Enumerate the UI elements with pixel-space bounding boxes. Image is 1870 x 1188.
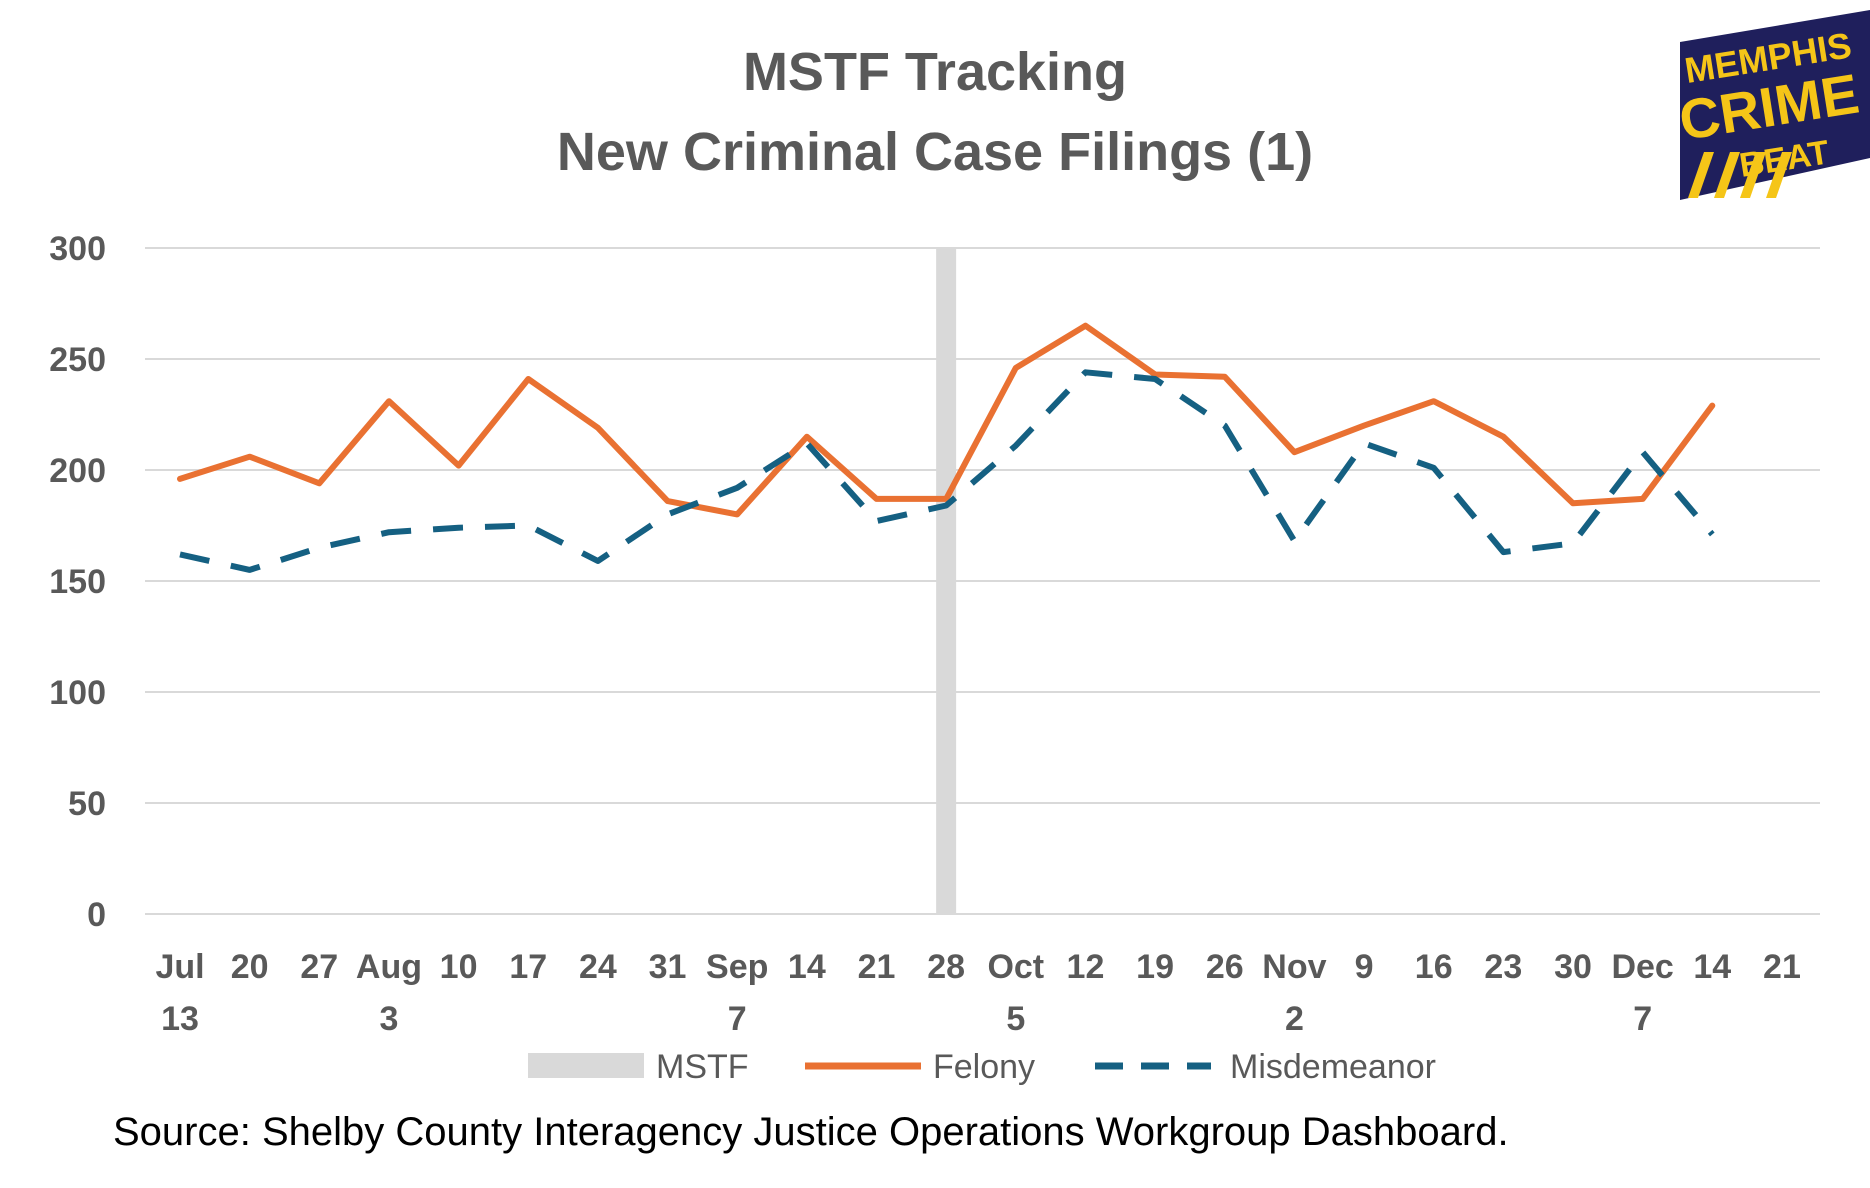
x-tick-label: 17 xyxy=(509,948,547,986)
x-tick-label: 9 xyxy=(1355,948,1374,986)
logo-stripe xyxy=(1688,152,1714,198)
legend-label-misdemeanor: Misdemeanor xyxy=(1230,1048,1436,1086)
logo-stripe xyxy=(1740,152,1766,198)
legend-label-mstf: MSTF xyxy=(656,1048,749,1086)
x-tick-label-secondary: 7 xyxy=(1633,1000,1652,1038)
legend: MSTF Felony Misdemeanor xyxy=(528,1048,1436,1086)
y-tick-label: 200 xyxy=(49,452,106,490)
x-tick-label: Sep xyxy=(706,948,768,986)
mstf-marker-bar xyxy=(936,248,957,914)
gridlines xyxy=(145,247,1820,915)
x-tick-label: Aug xyxy=(356,948,422,986)
x-tick-label-secondary: 7 xyxy=(728,1000,747,1038)
series-layer xyxy=(177,322,1716,573)
y-tick-label: 100 xyxy=(49,674,106,712)
y-tick-label: 250 xyxy=(49,341,106,379)
series-line-felony xyxy=(177,322,1716,518)
logo-hazard-stripes xyxy=(1688,152,1792,198)
x-tick-label: 31 xyxy=(649,948,687,986)
x-tick-label: 24 xyxy=(579,948,617,986)
source-note: Source: Shelby County Interagency Justic… xyxy=(113,1110,1509,1154)
x-tick-label: Dec xyxy=(1611,948,1673,986)
x-tick-label: 12 xyxy=(1067,948,1105,986)
y-tick-label: 150 xyxy=(49,563,106,601)
logo-stripe xyxy=(1714,152,1740,198)
logo-background xyxy=(1680,10,1870,200)
x-tick-label: 28 xyxy=(927,948,965,986)
x-tick-label-secondary: 13 xyxy=(161,1000,199,1038)
x-tick-label: 14 xyxy=(788,948,826,986)
y-tick-label: 0 xyxy=(87,896,106,934)
chart-title: MSTF Tracking xyxy=(743,42,1127,102)
x-tick-label: Nov xyxy=(1262,948,1326,986)
series-line-misdemeanor xyxy=(179,369,1715,573)
x-tick-label: 21 xyxy=(858,948,896,986)
mstf-marker-layer xyxy=(936,248,957,914)
x-tick-label: Oct xyxy=(987,948,1044,986)
x-tick-label: 20 xyxy=(231,948,269,986)
x-tick-label: 14 xyxy=(1693,948,1731,986)
x-tick-label-secondary: 3 xyxy=(379,1000,398,1038)
legend-swatch-mstf xyxy=(528,1053,644,1078)
x-tick-label: Jul xyxy=(155,948,204,986)
x-tick-label: 21 xyxy=(1763,948,1801,986)
chart-subtitle: New Criminal Case Filings (1) xyxy=(557,122,1313,182)
x-tick-label: 23 xyxy=(1484,948,1522,986)
logo-stripe xyxy=(1766,152,1792,198)
y-axis-tick-labels: 0 50 100 150 200 250 300 xyxy=(49,230,106,934)
x-tick-label: 19 xyxy=(1136,948,1174,986)
x-tick-label: 10 xyxy=(440,948,478,986)
x-tick-label: 27 xyxy=(300,948,338,986)
legend-label-felony: Felony xyxy=(933,1048,1035,1086)
x-tick-label-secondary: 2 xyxy=(1285,1000,1304,1038)
x-tick-label-secondary: 5 xyxy=(1006,1000,1025,1038)
x-tick-label: 26 xyxy=(1206,948,1244,986)
memphis-crime-beat-logo: MEMPHIS CRIME BEAT xyxy=(1675,10,1870,200)
x-tick-label: 16 xyxy=(1415,948,1453,986)
x-tick-label: 30 xyxy=(1554,948,1592,986)
y-tick-label: 300 xyxy=(49,230,106,268)
y-tick-label: 50 xyxy=(68,785,106,823)
